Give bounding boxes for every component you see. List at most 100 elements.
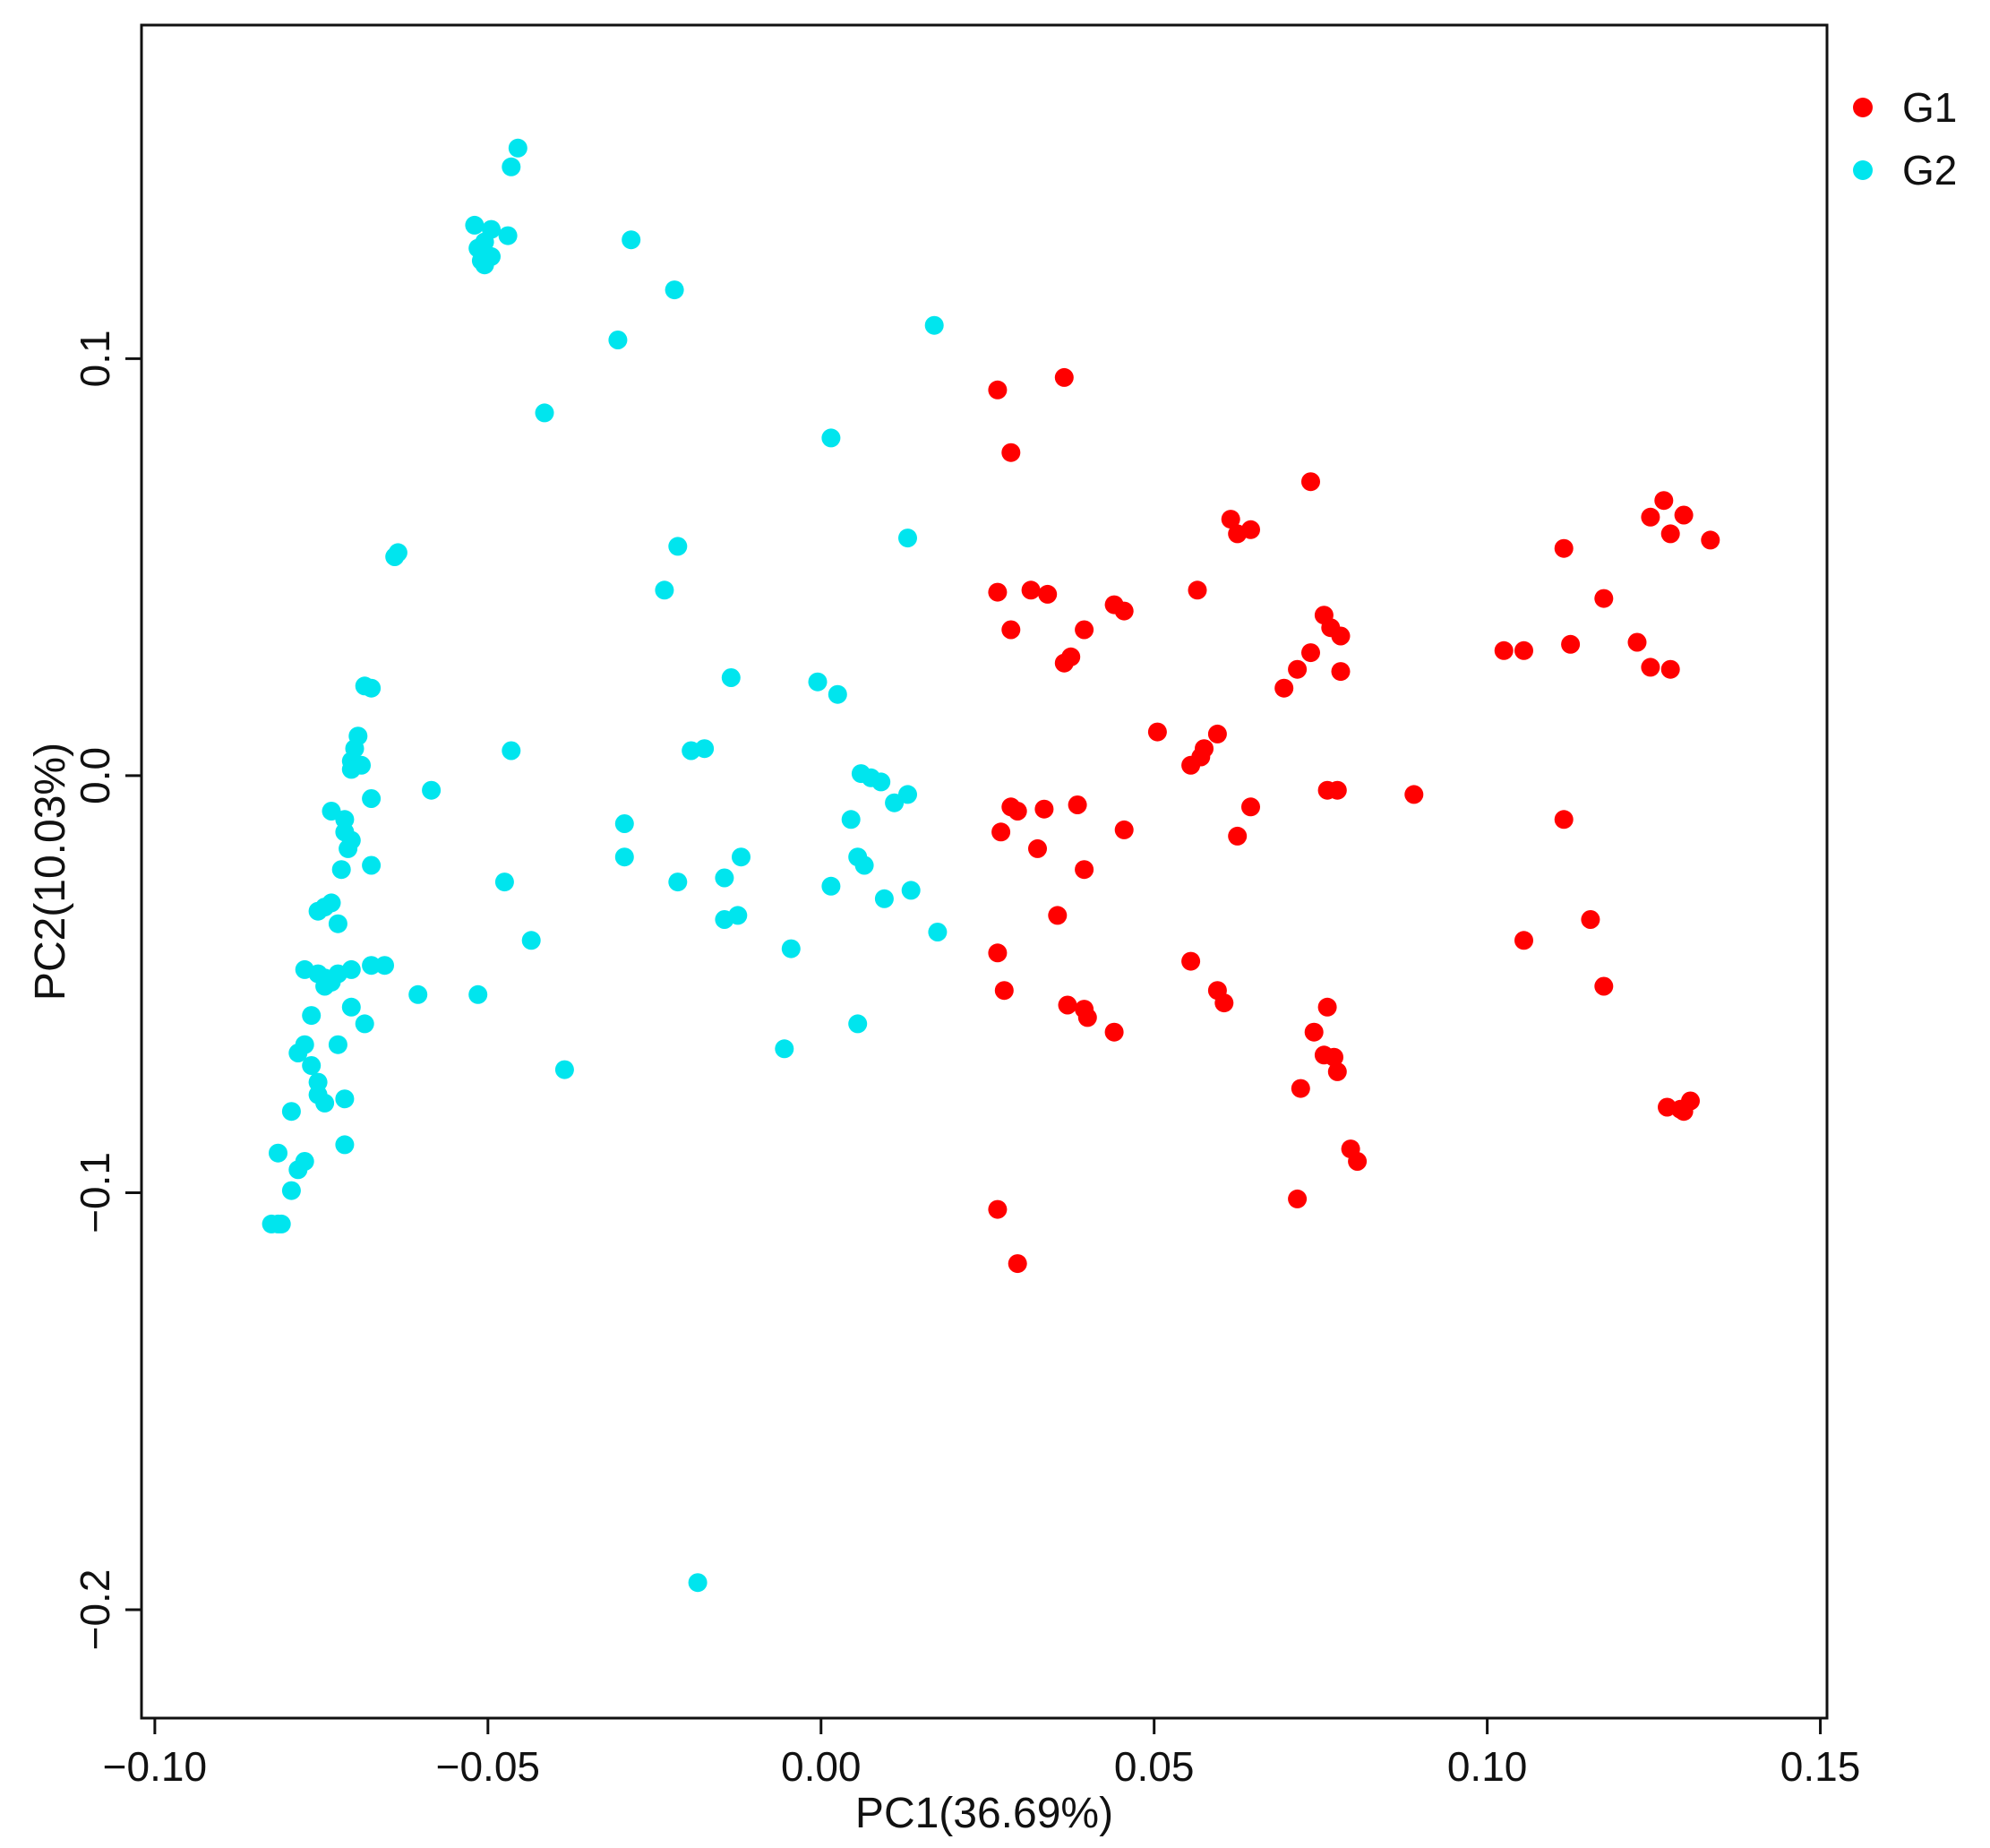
point-G2-90: [302, 1056, 322, 1075]
point-G2-53: [715, 868, 734, 888]
point-G1-1: [1054, 367, 1074, 387]
point-G1-8: [1061, 647, 1081, 666]
point-G1-76: [1554, 810, 1574, 829]
point-G2-14: [924, 315, 944, 335]
point-G2-62: [554, 1060, 574, 1079]
point-G1-64: [1514, 640, 1533, 660]
point-G2-30: [502, 741, 521, 761]
point-G1-73: [1660, 524, 1680, 544]
point-G2-47: [928, 923, 948, 941]
point-G1-53: [1304, 1022, 1324, 1042]
x-tick-label: 0.15: [1780, 1743, 1861, 1790]
point-G1-32: [1068, 795, 1087, 814]
point-G2-17: [668, 537, 688, 556]
point-G1-71: [1654, 491, 1674, 511]
point-G2-85: [355, 1014, 374, 1034]
point-G1-28: [1207, 724, 1227, 743]
point-G1-5: [1021, 580, 1041, 600]
y-tick-label: 0.1: [72, 330, 118, 387]
point-G2-73: [322, 893, 341, 913]
point-G1-38: [1241, 797, 1260, 817]
point-G1-60: [1288, 1189, 1308, 1208]
series-G1: [988, 367, 1720, 1274]
plot-frame: [140, 23, 1829, 1720]
point-G1-42: [1048, 906, 1068, 925]
point-G1-24: [1147, 722, 1167, 742]
point-G2-58: [494, 872, 514, 892]
point-G1-79: [1594, 976, 1614, 996]
point-G1-34: [1028, 838, 1047, 858]
point-G1-56: [1327, 1062, 1347, 1081]
point-G1-62: [1008, 1254, 1027, 1274]
point-G1-30: [1008, 802, 1027, 821]
point-G2-86: [328, 1035, 347, 1054]
point-G2-83: [375, 956, 394, 976]
point-G1-3: [988, 582, 1008, 602]
point-G2-4: [498, 226, 518, 245]
legend-marker-G2: [1853, 160, 1873, 180]
x-axis: −0.10 −0.05 0.00 0.05 0.10 0.15: [103, 1718, 1861, 1790]
point-G2-27: [341, 760, 361, 779]
point-G2-12: [608, 331, 628, 349]
point-G2-59: [521, 931, 541, 950]
point-G1-21: [1288, 659, 1308, 679]
point-G1-13: [1221, 510, 1240, 529]
point-G2-61: [408, 984, 428, 1004]
point-G2-16: [898, 529, 917, 548]
point-G2-9: [475, 255, 494, 275]
x-tick-label: 0.05: [1114, 1743, 1195, 1790]
point-G1-18: [1314, 606, 1334, 625]
point-G1-70: [1660, 659, 1680, 679]
point-G1-12: [1188, 580, 1207, 600]
point-G1-15: [1241, 520, 1260, 539]
point-G2-69: [331, 860, 351, 880]
point-G1-11: [1114, 601, 1134, 621]
point-G2-49: [775, 1039, 794, 1059]
point-G2-97: [288, 1160, 308, 1180]
point-G2-70: [362, 855, 382, 875]
point-G1-63: [1494, 640, 1514, 660]
point-G2-55: [668, 872, 688, 892]
point-G2-15: [821, 428, 841, 448]
point-G1-0: [988, 380, 1008, 400]
point-G2-98: [269, 1143, 287, 1163]
point-G1-36: [1075, 860, 1094, 880]
point-G1-9: [1075, 620, 1094, 640]
point-G2-35: [828, 684, 847, 704]
point-G1-59: [1348, 1152, 1368, 1171]
point-G2-89: [288, 1044, 308, 1062]
point-G2-103: [271, 1214, 291, 1233]
point-G1-49: [1181, 951, 1201, 971]
point-G1-40: [1327, 780, 1347, 800]
point-G2-82: [362, 956, 382, 976]
point-G1-22: [1274, 678, 1294, 698]
point-G1-67: [1594, 589, 1614, 608]
point-G2-93: [315, 1093, 335, 1113]
y-axis: −0.2 −0.1 0.0 0.1: [72, 330, 142, 1650]
point-G2-18: [655, 580, 674, 600]
point-G1-37: [1228, 826, 1248, 846]
point-G1-33: [991, 822, 1011, 842]
point-G2-1: [502, 157, 521, 176]
point-G2-50: [781, 939, 801, 958]
point-G1-51: [1214, 993, 1234, 1013]
point-G1-41: [1404, 785, 1424, 804]
point-G1-77: [1514, 931, 1533, 950]
point-G1-47: [1077, 1008, 1097, 1027]
point-G2-32: [695, 739, 715, 759]
x-axis-label: PC1(36.69%): [855, 1790, 1113, 1837]
point-G2-52: [728, 906, 748, 925]
point-G1-55: [1325, 1047, 1343, 1067]
point-G1-48: [1104, 1022, 1124, 1042]
point-G2-22: [362, 678, 382, 698]
point-G2-63: [688, 1573, 708, 1593]
point-G2-87: [302, 1006, 322, 1026]
point-G1-83: [1674, 1102, 1694, 1122]
point-G2-48: [848, 1014, 868, 1034]
point-G1-57: [1291, 1079, 1310, 1098]
point-G1-45: [1058, 995, 1077, 1015]
point-G2-45: [874, 889, 894, 908]
y-tick-label: −0.1: [72, 1152, 118, 1233]
points-layer: [262, 138, 1720, 1593]
y-tick-label: 0.0: [72, 747, 118, 804]
